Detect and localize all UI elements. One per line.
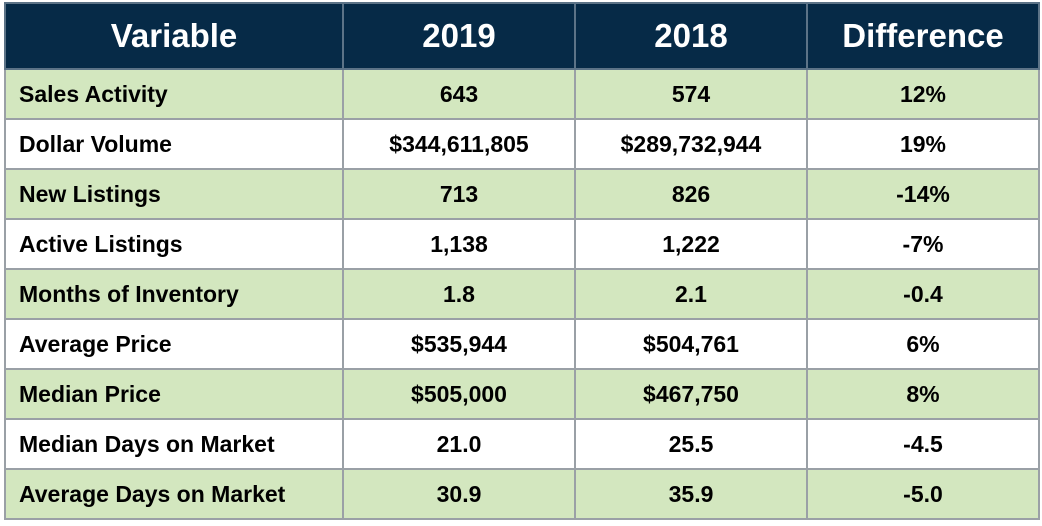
- table-row: Sales Activity 643 574 12%: [4, 68, 1040, 120]
- value-2019-cell: 21.0: [342, 418, 576, 470]
- table-row: New Listings 713 826 -14%: [4, 168, 1040, 220]
- difference-cell: -0.4: [806, 268, 1040, 320]
- value-2019-cell: 713: [342, 168, 576, 220]
- value-2018-cell: $504,761: [574, 318, 808, 370]
- variable-cell: Months of Inventory: [4, 268, 344, 320]
- variable-cell: Sales Activity: [4, 68, 344, 120]
- value-2018-cell: 826: [574, 168, 808, 220]
- value-2019-cell: 1.8: [342, 268, 576, 320]
- difference-cell: -7%: [806, 218, 1040, 270]
- header-2019: 2019: [342, 2, 576, 70]
- comparison-table-container: Variable 2019 2018 Difference Sales Acti…: [4, 2, 1040, 520]
- value-2018-cell: $467,750: [574, 368, 808, 420]
- variable-cell: Dollar Volume: [4, 118, 344, 170]
- difference-cell: -4.5: [806, 418, 1040, 470]
- value-2018-cell: 25.5: [574, 418, 808, 470]
- value-2018-cell: 1,222: [574, 218, 808, 270]
- value-2018-cell: 574: [574, 68, 808, 120]
- header-row: Variable 2019 2018 Difference: [4, 2, 1040, 70]
- value-2019-cell: 1,138: [342, 218, 576, 270]
- value-2019-cell: 30.9: [342, 468, 576, 520]
- difference-cell: 19%: [806, 118, 1040, 170]
- difference-cell: 8%: [806, 368, 1040, 420]
- value-2019-cell: $505,000: [342, 368, 576, 420]
- value-2019-cell: $535,944: [342, 318, 576, 370]
- header-variable: Variable: [4, 2, 344, 70]
- table-row: Average Days on Market 30.9 35.9 -5.0: [4, 468, 1040, 520]
- table-row: Median Days on Market 21.0 25.5 -4.5: [4, 418, 1040, 470]
- table-row: Median Price $505,000 $467,750 8%: [4, 368, 1040, 420]
- table-row: Average Price $535,944 $504,761 6%: [4, 318, 1040, 370]
- difference-cell: 12%: [806, 68, 1040, 120]
- difference-cell: 6%: [806, 318, 1040, 370]
- table-row: Dollar Volume $344,611,805 $289,732,944 …: [4, 118, 1040, 170]
- table-header: Variable 2019 2018 Difference: [4, 2, 1040, 70]
- variable-cell: Average Price: [4, 318, 344, 370]
- table-row: Active Listings 1,138 1,222 -7%: [4, 218, 1040, 270]
- value-2018-cell: 2.1: [574, 268, 808, 320]
- variable-cell: Median Price: [4, 368, 344, 420]
- table-body: Sales Activity 643 574 12% Dollar Volume…: [4, 68, 1040, 520]
- variable-cell: Median Days on Market: [4, 418, 344, 470]
- variable-cell: Average Days on Market: [4, 468, 344, 520]
- value-2019-cell: 643: [342, 68, 576, 120]
- variable-cell: New Listings: [4, 168, 344, 220]
- header-2018: 2018: [574, 2, 808, 70]
- table-row: Months of Inventory 1.8 2.1 -0.4: [4, 268, 1040, 320]
- difference-cell: -5.0: [806, 468, 1040, 520]
- comparison-table: Variable 2019 2018 Difference Sales Acti…: [4, 2, 1040, 520]
- value-2018-cell: 35.9: [574, 468, 808, 520]
- value-2018-cell: $289,732,944: [574, 118, 808, 170]
- variable-cell: Active Listings: [4, 218, 344, 270]
- value-2019-cell: $344,611,805: [342, 118, 576, 170]
- difference-cell: -14%: [806, 168, 1040, 220]
- header-difference: Difference: [806, 2, 1040, 70]
